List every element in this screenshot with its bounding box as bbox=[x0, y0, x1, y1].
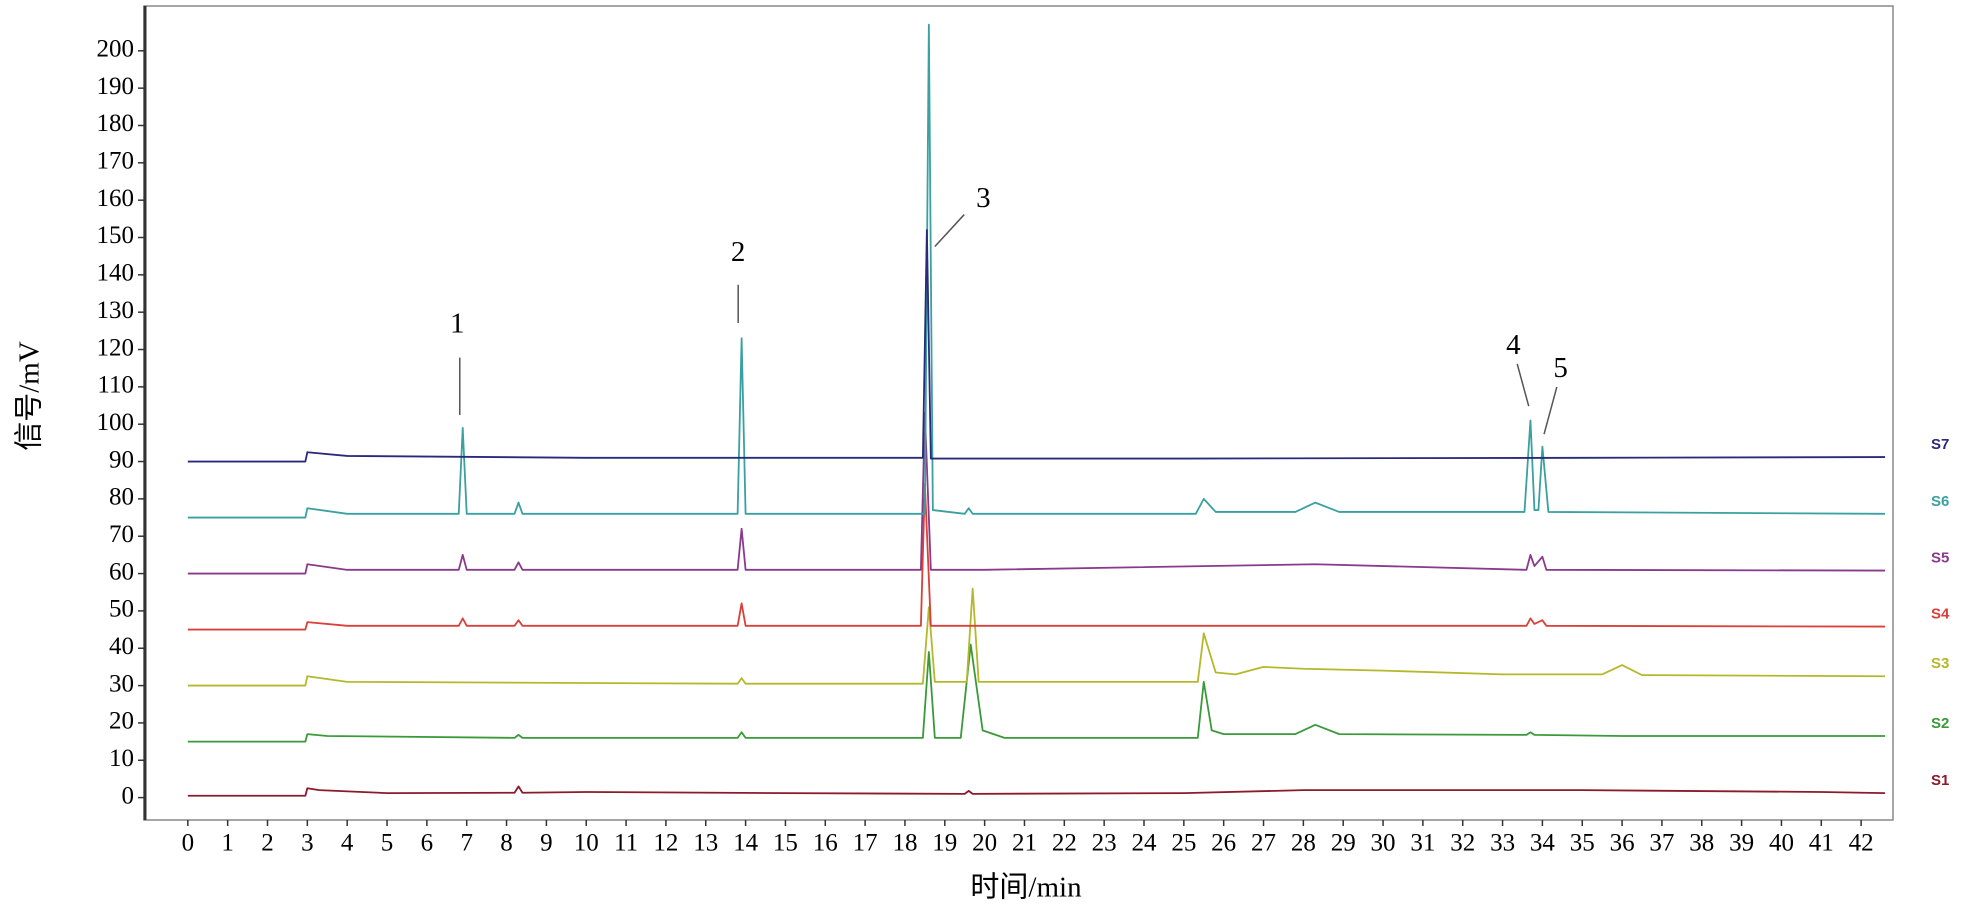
y-tick-label: 90 bbox=[109, 446, 134, 473]
x-tick-label: 26 bbox=[1211, 830, 1236, 857]
annotation-leader bbox=[1516, 363, 1530, 407]
y-tick-label: 80 bbox=[109, 484, 134, 511]
annotation: 1 bbox=[450, 307, 465, 339]
x-tick-label: 16 bbox=[813, 830, 838, 857]
x-tick-label: 6 bbox=[421, 830, 434, 857]
x-tick-label: 41 bbox=[1809, 830, 1834, 857]
annotation: 4 bbox=[1506, 329, 1521, 361]
x-tick-label: 9 bbox=[540, 830, 553, 857]
y-tick-label: 30 bbox=[109, 670, 134, 697]
x-tick-label: 36 bbox=[1610, 830, 1635, 857]
x-tick-label: 0 bbox=[182, 830, 195, 857]
annotation-leader bbox=[934, 214, 965, 247]
x-tick-label: 13 bbox=[693, 830, 718, 857]
y-tick-label: 0 bbox=[122, 782, 135, 809]
x-tick-label: 34 bbox=[1530, 830, 1556, 857]
x-tick-label: 15 bbox=[773, 830, 798, 857]
y-tick-label: 40 bbox=[109, 633, 134, 660]
y-tick-label: 150 bbox=[97, 222, 135, 249]
x-tick-label: 25 bbox=[1171, 830, 1196, 857]
series-line bbox=[187, 643, 1886, 743]
legend-label: S7 bbox=[1931, 436, 1949, 453]
legend-label: S4 bbox=[1931, 606, 1950, 623]
x-tick-label: 8 bbox=[500, 830, 513, 857]
annotation-leader bbox=[1543, 386, 1558, 435]
y-tick-label: 160 bbox=[97, 185, 135, 212]
series-line bbox=[187, 785, 1886, 797]
series-line bbox=[187, 483, 1886, 631]
x-tick-label: 28 bbox=[1291, 830, 1316, 857]
x-tick-label: 23 bbox=[1092, 830, 1117, 857]
annotation: 5 bbox=[1553, 352, 1568, 384]
x-tick-label: 18 bbox=[892, 830, 917, 857]
y-tick-label: 20 bbox=[109, 708, 134, 735]
y-tick-label: 110 bbox=[97, 372, 134, 399]
x-tick-label: 32 bbox=[1450, 830, 1475, 857]
y-tick-label: 200 bbox=[97, 36, 135, 63]
x-tick-label: 3 bbox=[301, 830, 314, 857]
y-tick-label: 100 bbox=[97, 409, 135, 436]
x-tick-label: 39 bbox=[1729, 830, 1754, 857]
y-tick-label: 180 bbox=[97, 110, 135, 137]
legend-label: S3 bbox=[1931, 655, 1949, 672]
legend-label: S1 bbox=[1931, 772, 1949, 789]
y-tick-label: 120 bbox=[97, 334, 135, 361]
x-tick-label: 10 bbox=[574, 830, 599, 857]
y-tick-label: 170 bbox=[97, 148, 135, 175]
x-tick-label: 31 bbox=[1410, 830, 1435, 857]
x-tick-label: 35 bbox=[1570, 830, 1595, 857]
plot-frame bbox=[143, 5, 1894, 821]
y-axis-label: 信号/mV bbox=[13, 341, 46, 451]
x-tick-label: 5 bbox=[381, 830, 394, 857]
x-tick-label: 20 bbox=[972, 830, 997, 857]
annotation: 2 bbox=[731, 236, 746, 268]
x-tick-label: 14 bbox=[733, 830, 759, 857]
y-tick-label: 140 bbox=[97, 260, 135, 287]
series-line bbox=[187, 229, 1886, 463]
y-tick-label: 70 bbox=[109, 521, 134, 548]
x-tick-label: 30 bbox=[1371, 830, 1396, 857]
x-tick-label: 22 bbox=[1052, 830, 1077, 857]
y-tick-label: 10 bbox=[109, 745, 134, 772]
y-tick-label: 130 bbox=[97, 297, 135, 324]
x-tick-label: 17 bbox=[853, 830, 878, 857]
x-tick-label: 37 bbox=[1649, 830, 1674, 857]
x-tick-label: 1 bbox=[221, 830, 234, 857]
x-tick-label: 27 bbox=[1251, 830, 1276, 857]
legend-label: S2 bbox=[1931, 715, 1949, 732]
y-tick-label: 60 bbox=[109, 558, 134, 585]
x-tick-label: 42 bbox=[1849, 830, 1874, 857]
series-line bbox=[187, 587, 1886, 687]
x-tick-label: 40 bbox=[1769, 830, 1794, 857]
y-tick-label: 190 bbox=[97, 73, 135, 100]
annotation: 3 bbox=[976, 182, 991, 214]
series-line bbox=[187, 23, 1886, 519]
x-tick-label: 4 bbox=[341, 830, 354, 857]
x-tick-label: 29 bbox=[1331, 830, 1356, 857]
x-tick-label: 24 bbox=[1131, 830, 1157, 857]
y-tick-label: 50 bbox=[109, 596, 134, 623]
x-tick-label: 12 bbox=[653, 830, 678, 857]
x-tick-label: 7 bbox=[460, 830, 473, 857]
x-tick-label: 33 bbox=[1490, 830, 1515, 857]
x-tick-label: 19 bbox=[932, 830, 957, 857]
x-tick-label: 11 bbox=[614, 830, 638, 857]
x-tick-label: 2 bbox=[261, 830, 274, 857]
x-axis-label: 时间/min bbox=[970, 871, 1082, 904]
series-line bbox=[187, 412, 1886, 575]
legend-label: S6 bbox=[1931, 493, 1949, 510]
x-tick-label: 38 bbox=[1689, 830, 1714, 857]
x-tick-label: 21 bbox=[1012, 830, 1037, 857]
legend-label: S5 bbox=[1931, 550, 1949, 567]
